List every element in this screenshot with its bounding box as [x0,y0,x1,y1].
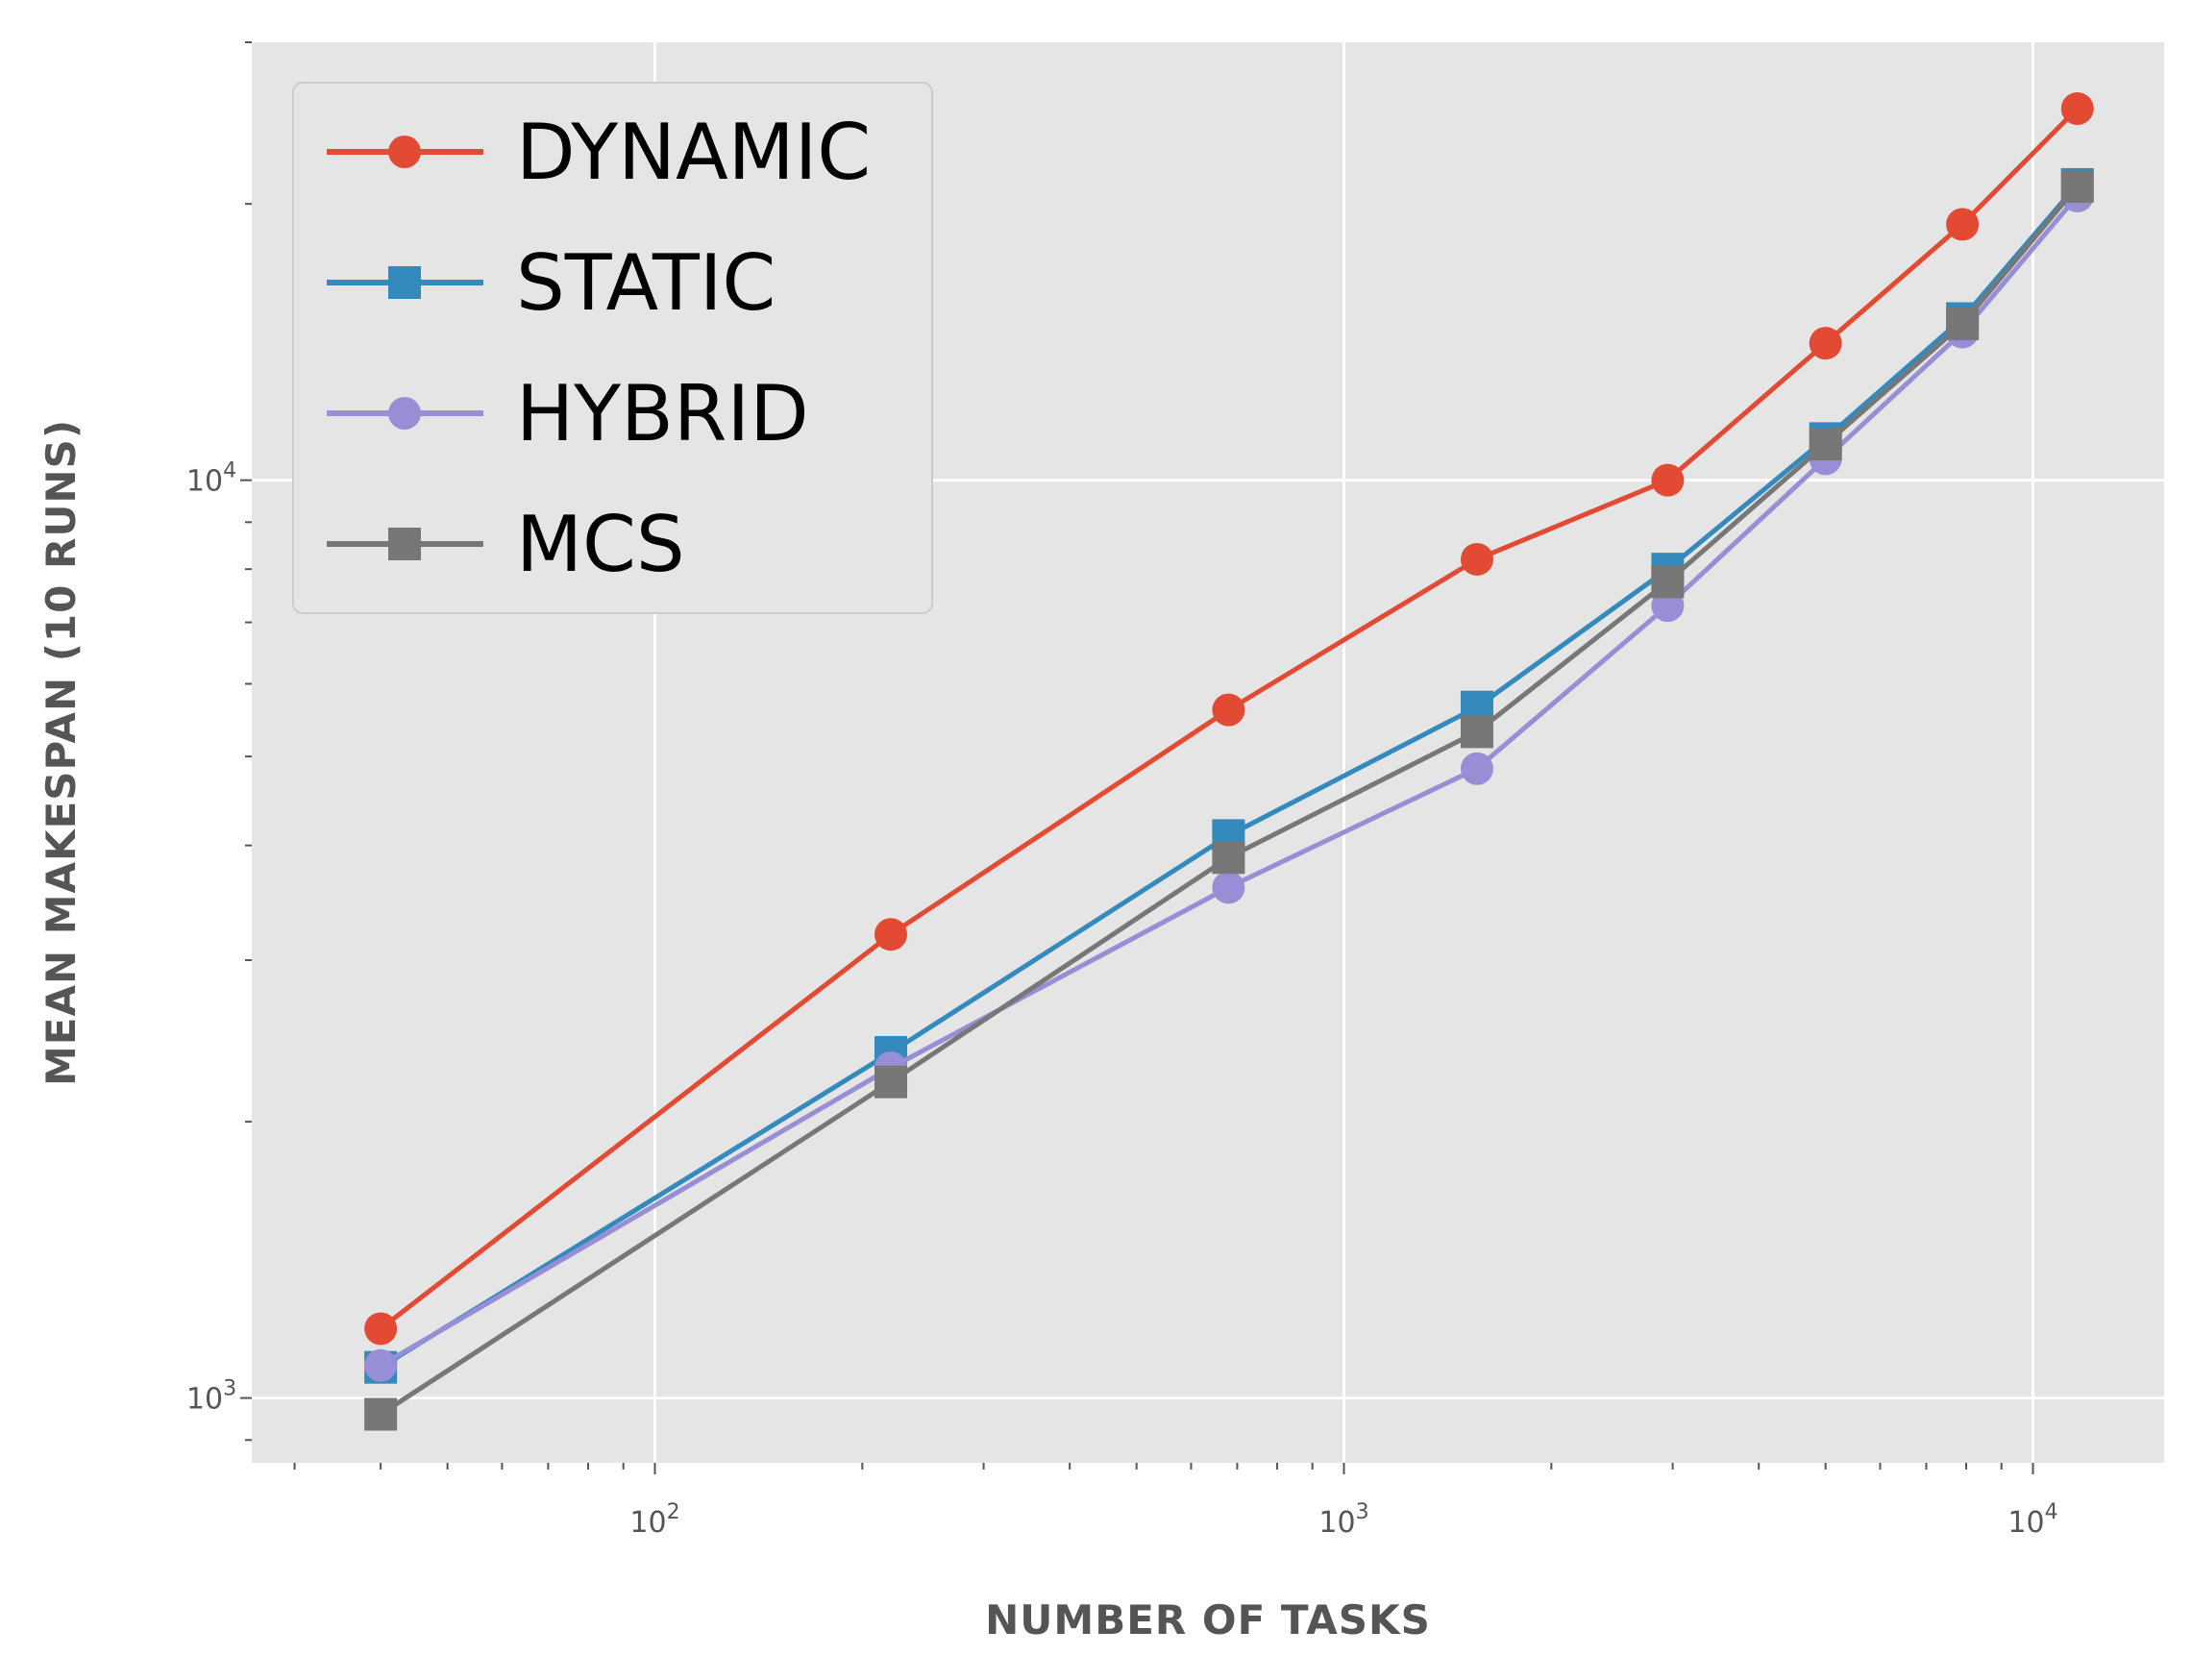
series-dynamic [364,92,2094,1346]
data-point [1212,871,1245,904]
data-point [388,528,421,560]
legend-label: HYBRID [516,369,809,458]
data-point [1946,208,1980,241]
series-line [379,194,2080,1368]
legend: DYNAMIC STATIC HYBRID MCS [292,82,933,614]
x-axis-label: NUMBER OF TASKS [985,1596,1431,1643]
legend-label: MCS [516,500,685,589]
series-mcs [364,169,2094,1431]
data-point [2060,92,2094,126]
series-line [379,107,2080,1331]
data-point [1212,841,1245,875]
legend-item-dynamic: DYNAMIC [327,108,871,197]
legend-item-mcs: MCS [327,500,685,589]
data-point [1460,715,1493,749]
x-tick-label: 102 [629,1500,679,1540]
data-point [2060,169,2094,203]
y-axis-label: MEAN MAKESPAN (10 RUNS) [37,419,85,1086]
data-point [1651,565,1685,599]
data-point [364,1397,398,1431]
x-tick-label: 103 [1318,1500,1368,1540]
legend-label: DYNAMIC [516,108,871,197]
series-line [379,185,2080,1417]
data-point [388,266,421,299]
data-point [364,1348,398,1382]
data-point [1809,427,1842,460]
data-point [1460,752,1493,785]
data-point [1460,542,1493,576]
data-point [1946,308,1980,341]
legend-frame [292,82,933,614]
data-point [1651,463,1685,497]
series-line [379,183,2080,1370]
data-point [874,918,908,951]
data-point [1212,693,1245,727]
data-point [388,397,421,430]
data-point [364,1312,398,1346]
data-point [388,136,421,168]
data-point [874,1065,908,1099]
y-tick-label: 103 [186,1377,236,1417]
legend-item-static: STATIC [327,238,776,328]
y-tick-label: 104 [186,459,236,499]
data-point [1809,327,1842,360]
series-layer [364,92,2094,1431]
legend-label: STATIC [516,238,776,328]
legend-item-hybrid: HYBRID [327,369,809,458]
x-tick-label: 104 [2007,1500,2057,1540]
